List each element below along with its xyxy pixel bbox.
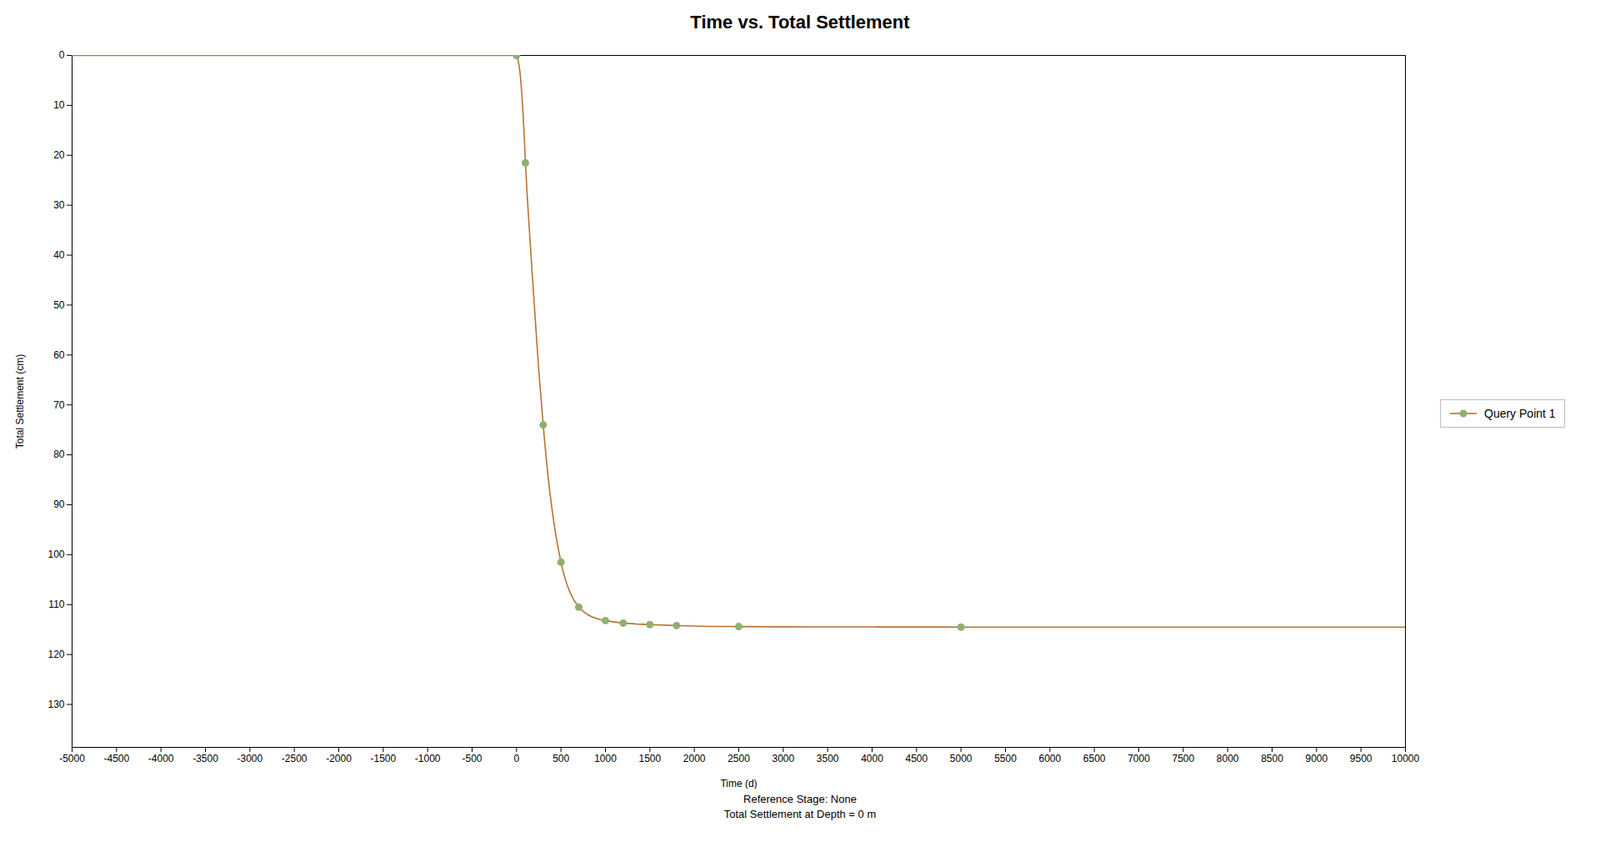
svg-text:-3500: -3500 — [192, 752, 219, 765]
svg-text:8500: 8500 — [1260, 752, 1284, 765]
svg-text:1500: 1500 — [638, 752, 661, 765]
svg-text:10000: 10000 — [1391, 752, 1420, 765]
svg-text:4500: 4500 — [905, 752, 928, 765]
html-text:Total Settlement at Depth = 0: Total Settlement at Depth = 0 m — [724, 807, 876, 820]
svg-text:9500: 9500 — [1350, 752, 1373, 765]
svg-text:-5000: -5000 — [59, 752, 85, 765]
svg-text:-2500: -2500 — [281, 752, 308, 765]
svg-text:0: 0 — [59, 49, 65, 61]
svg-text:5000: 5000 — [950, 752, 973, 765]
svg-text:3000: 3000 — [771, 752, 795, 765]
svg-text:-4500: -4500 — [103, 752, 130, 765]
svg-text:20: 20 — [53, 149, 65, 161]
svg-text:0: 0 — [513, 752, 520, 765]
svg-text:3500: 3500 — [816, 752, 840, 765]
svg-text:-3000: -3000 — [236, 752, 263, 765]
svg-text:5500: 5500 — [994, 752, 1017, 765]
svg-text:-4000: -4000 — [148, 752, 175, 765]
svg-text:-1000: -1000 — [415, 752, 441, 765]
svg-text:6000: 6000 — [1038, 752, 1061, 765]
svg-text:-2000: -2000 — [325, 752, 352, 765]
svg-text:7500: 7500 — [1171, 752, 1195, 765]
svg-text:10: 10 — [53, 99, 65, 111]
svg-text:2000: 2000 — [683, 752, 706, 765]
svg-text:2500: 2500 — [727, 752, 750, 765]
svg-text:110: 110 — [48, 598, 65, 610]
svg-text:-1500: -1500 — [370, 752, 396, 765]
svg-text:70: 70 — [53, 399, 65, 411]
svg-text:Total Settlement (cm): Total Settlement (cm) — [14, 354, 26, 449]
svg-text:500: 500 — [552, 752, 570, 765]
svg-text:100: 100 — [47, 548, 65, 560]
svg-text:40: 40 — [53, 249, 65, 261]
svg-text:120: 120 — [47, 648, 65, 660]
svg-text:Time (d): Time (d) — [720, 777, 757, 790]
html-text:Query Point 1: Query Point 1 — [1484, 406, 1556, 420]
svg-text:9000: 9000 — [1305, 752, 1328, 765]
svg-text:30: 30 — [53, 199, 65, 211]
svg-text:60: 60 — [53, 349, 65, 361]
svg-text:4000: 4000 — [860, 752, 884, 765]
html-text:Time vs. Total Settlement: Time vs. Total Settlement — [690, 11, 910, 33]
svg-text:8000: 8000 — [1216, 752, 1240, 765]
svg-text:130: 130 — [47, 698, 65, 710]
svg-text:90: 90 — [53, 498, 65, 510]
svg-text:80: 80 — [53, 448, 65, 460]
svg-text:6500: 6500 — [1083, 752, 1106, 765]
html-text:Reference Stage: None: Reference Stage: None — [743, 792, 857, 805]
svg-text:1000: 1000 — [594, 752, 617, 765]
svg-text:50: 50 — [53, 299, 65, 311]
svg-text:-500: -500 — [461, 752, 482, 765]
svg-text:7000: 7000 — [1127, 752, 1150, 765]
